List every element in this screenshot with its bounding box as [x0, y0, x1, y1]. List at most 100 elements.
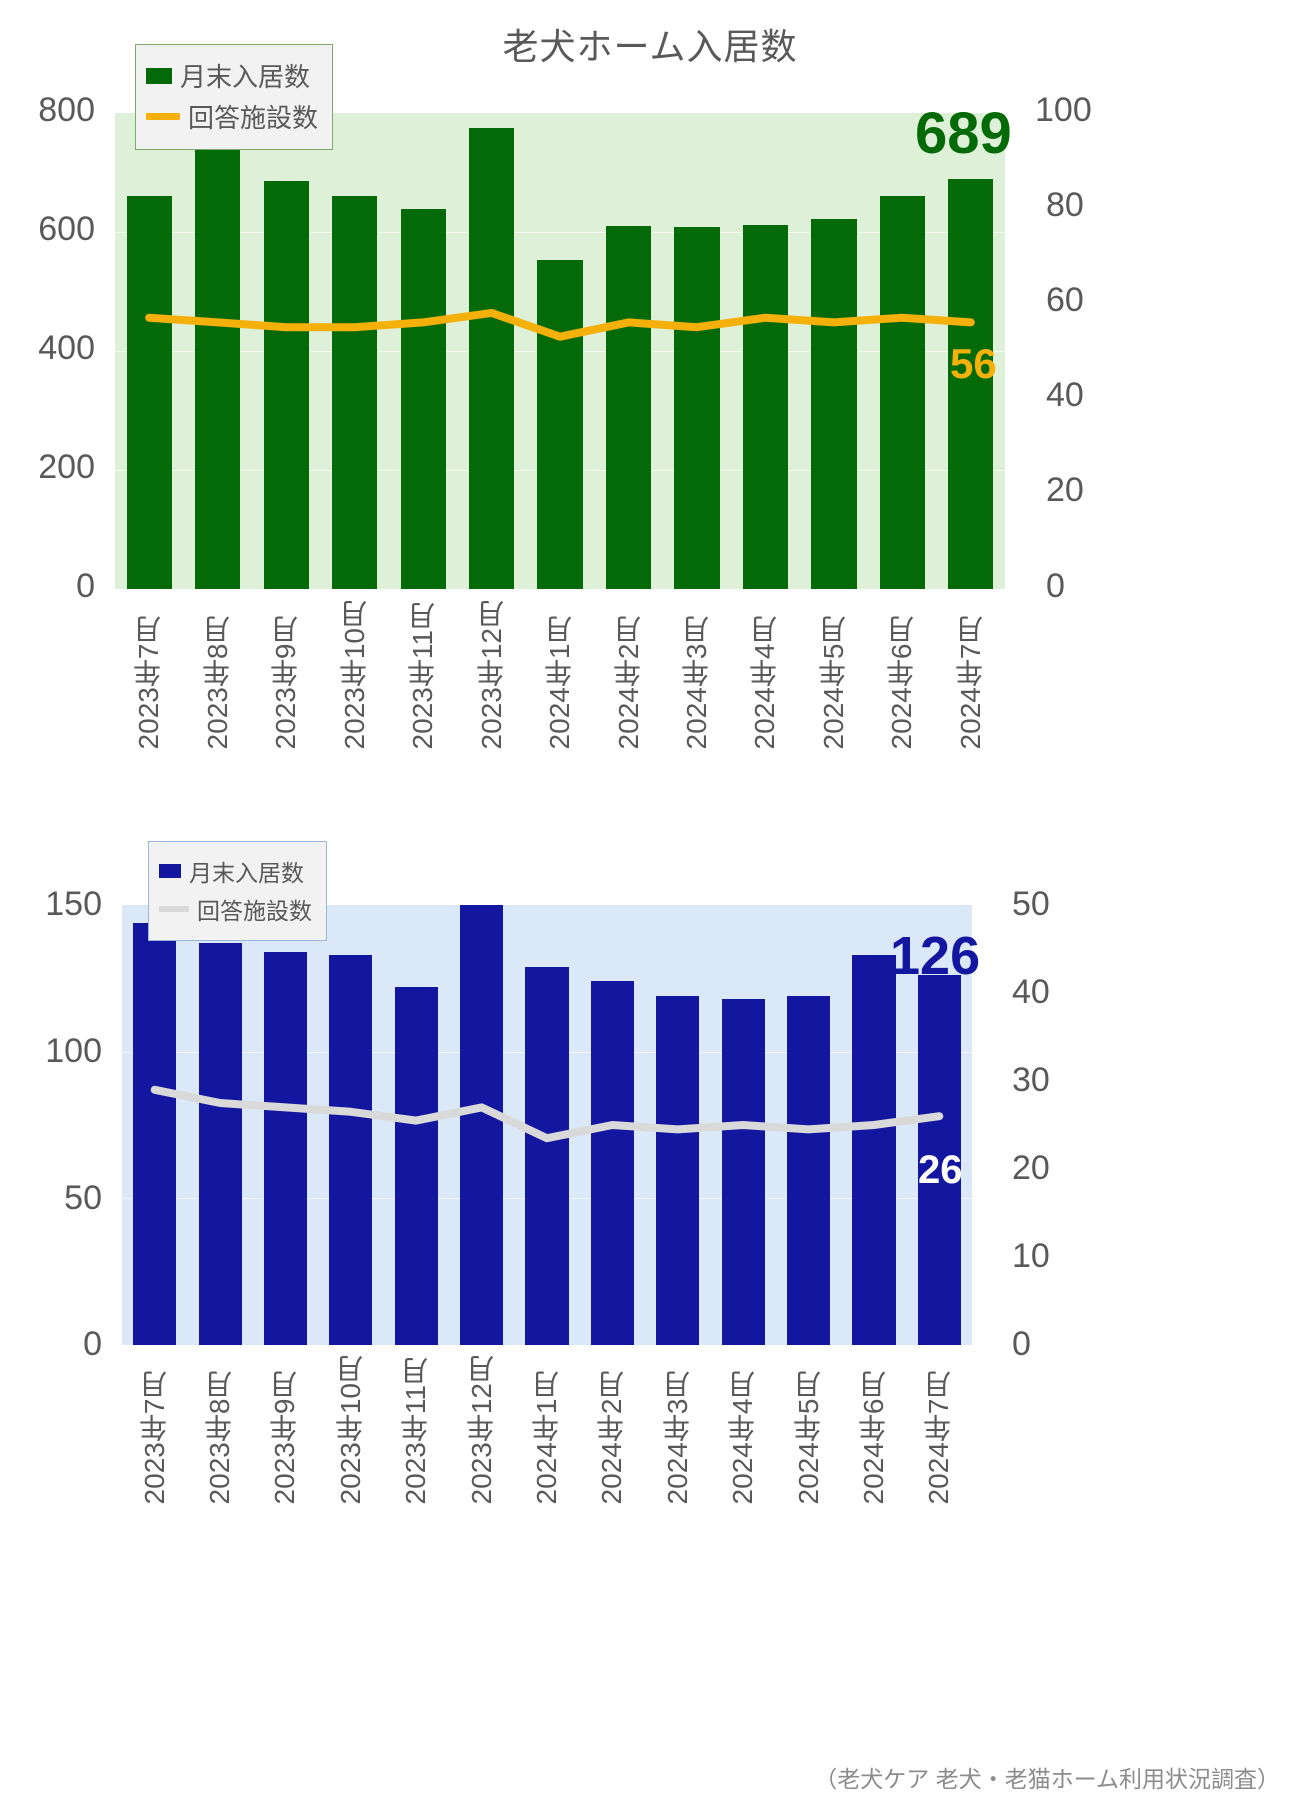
x-label-cell: 2023年7月	[122, 1355, 187, 1505]
x-label-cell: 2024年6月	[868, 600, 936, 750]
callout-bar-value-cat: 126	[890, 926, 981, 986]
bar[interactable]	[787, 995, 831, 1345]
bar[interactable]	[400, 209, 446, 589]
y-tick-left: 600	[38, 210, 95, 248]
bar-cell	[776, 905, 841, 1345]
y-tick-right: 60	[1046, 281, 1084, 319]
x-axis-tick-label: 2023年8月	[201, 615, 233, 750]
x-axis-tick-label: 2024年3月	[661, 1370, 693, 1505]
x-axis-tick-label: 2024年3月	[680, 615, 712, 750]
bar-cell	[187, 905, 252, 1345]
bar[interactable]	[468, 127, 515, 589]
legend-item-line[interactable]: 回答施設数	[146, 98, 318, 135]
bar[interactable]	[133, 922, 177, 1345]
x-label-cell: 2023年7月	[115, 600, 183, 750]
x-label-cell: 2023年11月	[384, 1355, 449, 1504]
x-label-cell: 2023年10月	[320, 600, 388, 749]
x-label-cell: 2023年10月	[318, 1355, 383, 1504]
legend-label: 回答施設数	[197, 898, 312, 924]
bar[interactable]	[656, 995, 700, 1345]
bar[interactable]	[811, 218, 857, 589]
bar[interactable]	[126, 196, 172, 589]
bar[interactable]	[332, 196, 378, 589]
legend-item-bar[interactable]: 月末入居数	[146, 57, 318, 94]
y-tick-left: 800	[38, 91, 95, 129]
line-path	[155, 1090, 940, 1138]
x-label-cell: 2024年5月	[776, 1355, 841, 1505]
bar[interactable]	[917, 975, 961, 1345]
x-label-cell: 2023年8月	[187, 1355, 252, 1505]
page-title: 老犬ホーム入居数	[502, 26, 798, 67]
bar[interactable]	[263, 951, 308, 1345]
bar[interactable]	[198, 943, 242, 1345]
x-axis-tick-label: 2024年7月	[954, 615, 986, 750]
bar-cell	[907, 905, 972, 1345]
x-axis-tick-label: 2024年7月	[923, 1370, 955, 1505]
source-note: （老犬ケア 老犬・老猫ホーム利用状況調査）	[814, 1766, 1280, 1792]
x-label-cell: 2023年9月	[252, 600, 320, 750]
bar[interactable]	[590, 981, 634, 1345]
bar-cell	[841, 905, 906, 1345]
y-tick-left: 200	[38, 448, 95, 486]
bar[interactable]	[674, 227, 720, 589]
legend-label: 月末入居数	[180, 62, 311, 92]
x-axis-tick-label: 2023年9月	[270, 615, 302, 750]
x-axis-tick-label: 2024年1月	[544, 615, 576, 750]
bar[interactable]	[948, 179, 994, 589]
y-tick-right-2: 20	[1012, 1149, 1050, 1187]
bar[interactable]	[879, 196, 925, 589]
x-label-cell: 2023年12月	[449, 1355, 514, 1504]
bar[interactable]	[195, 149, 241, 589]
bar-cell	[514, 905, 579, 1345]
x-label-cell: 2024年2月	[580, 1355, 645, 1505]
bar[interactable]	[852, 954, 896, 1345]
legend-label: 回答施設数	[188, 103, 319, 133]
bar-cell	[389, 113, 457, 589]
legend-cat: 月末入居数 回答施設数	[148, 841, 327, 941]
line-series-cat	[122, 905, 972, 1345]
bar-cell	[526, 113, 594, 589]
x-axis-tick-label: 2023年12月	[475, 600, 507, 750]
y-tick-right-2: 50	[1012, 885, 1050, 923]
bar-cell	[252, 113, 320, 589]
bar-series-dog	[115, 113, 1005, 589]
x-label-cell: 2024年1月	[514, 1355, 579, 1505]
x-label-cell: 2024年3月	[663, 600, 731, 750]
x-axis-tick-label: 2023年12月	[465, 1355, 497, 1505]
x-label-cell: 2024年6月	[841, 1355, 906, 1505]
bar[interactable]	[742, 224, 789, 589]
x-label-cell: 2024年4月	[731, 600, 799, 750]
bar[interactable]	[394, 987, 438, 1345]
bar[interactable]	[460, 905, 504, 1345]
dog-home-chart: 老犬ホーム入居数 800 600 400 200 0 100 80 60 40 …	[0, 0, 1300, 800]
bar[interactable]	[537, 259, 583, 589]
callout-line-value-dog: 56	[950, 340, 997, 387]
legend-item-line-2[interactable]: 回答施設数	[159, 892, 312, 926]
bar-cell	[320, 113, 388, 589]
y-tick-right: 40	[1046, 376, 1084, 414]
y-tick-right: 20	[1046, 471, 1084, 509]
bar[interactable]	[263, 180, 309, 589]
bar-cell	[122, 905, 187, 1345]
plot-area-cat	[122, 905, 972, 1345]
bar[interactable]	[525, 966, 569, 1345]
x-label-cell: 2024年5月	[800, 600, 868, 750]
bar-cell	[663, 113, 731, 589]
legend-item-bar-2[interactable]: 月末入居数	[159, 854, 312, 888]
legend-swatch-bar-icon	[159, 864, 181, 878]
x-axis-tick-label: 2024年2月	[596, 1370, 628, 1505]
x-label-cell: 2024年3月	[645, 1355, 710, 1505]
x-label-cell: 2024年7月	[937, 600, 1005, 750]
bar[interactable]	[721, 998, 765, 1345]
bar[interactable]	[329, 954, 373, 1345]
y-tick-right: 80	[1046, 186, 1084, 224]
bar-cell	[253, 905, 318, 1345]
bar-cell	[800, 113, 868, 589]
y-tick-right-2: 40	[1012, 973, 1050, 1011]
x-axis-tick-label: 2023年7月	[133, 615, 165, 750]
line-series-dog	[115, 113, 1005, 589]
bar-cell	[711, 905, 776, 1345]
legend-swatch-line-icon	[146, 113, 180, 120]
bar[interactable]	[605, 226, 652, 589]
x-axis-labels-dog: 2023年7月 2023年8月 2023年9月 2023年10月 2023年11月 202…	[115, 600, 1005, 749]
